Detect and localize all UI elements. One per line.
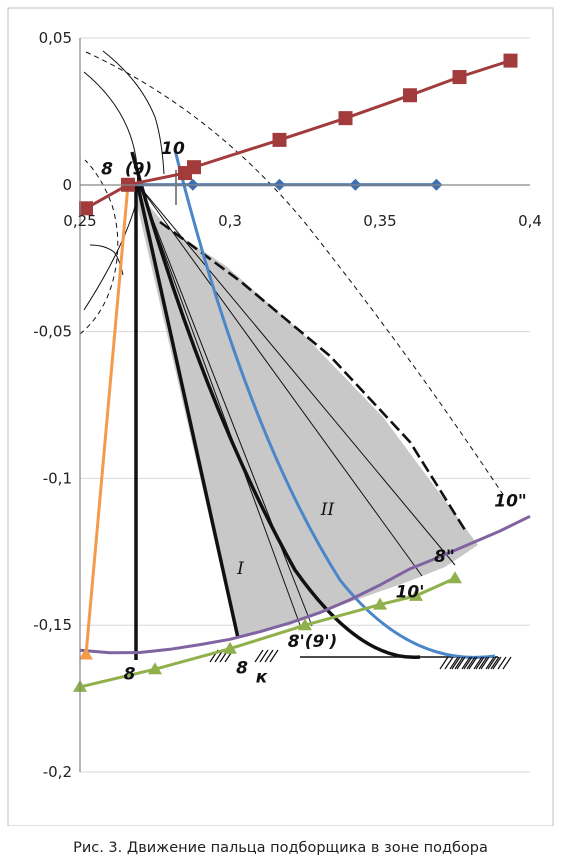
shaded-pickup-zone: [133, 187, 478, 637]
finger-trajectory-II: [173, 149, 496, 659]
ground-hatches: [209, 649, 512, 670]
zone-upper-dashed-edge: [159, 220, 467, 531]
y-tick-label-4: -0,15: [33, 616, 72, 634]
hatch-6-1: [492, 656, 502, 670]
hatch-2-1: [444, 656, 454, 670]
hatch-1-0: [254, 649, 264, 663]
finger-line-8k: [136, 185, 240, 639]
annotation-1: (9): [125, 160, 152, 180]
ray-3: [139, 186, 423, 577]
y-tick-label-5: -0,2: [43, 763, 72, 781]
hatch-3-1: [456, 656, 466, 670]
hatch-6-0: [487, 656, 497, 670]
annotation-5: 10": [494, 491, 527, 511]
hatch-4-3: [478, 656, 488, 670]
axes: [79, 38, 530, 772]
annotation-0: 8: [101, 160, 113, 180]
series-green-point-1: [148, 662, 162, 675]
series-red-point-0: [79, 201, 93, 216]
series-green-point-5: [409, 588, 423, 601]
hatch-5-2: [485, 656, 495, 670]
hatch-2-0: [439, 656, 449, 670]
chart-plot: 0,05 0 -0,05 -0,1 -0,15 -0,2 0,25 0,3 0,35 0,4 8 (…: [7, 7, 554, 826]
hatch-4-2: [473, 656, 483, 670]
figure-caption: Рис. 3. Движение пальца подборщика в зон…: [73, 840, 488, 856]
x-tick-label-0: 0,25: [63, 212, 96, 230]
hatch-5-1: [480, 656, 490, 670]
annotation-11: к: [256, 667, 268, 687]
series-purple-line: [79, 514, 531, 655]
hatch-5-0: [475, 656, 485, 670]
series-red-point-5: [338, 111, 353, 126]
annotation-7: 10': [396, 582, 425, 602]
outer-boundary-dashed-arc: [85, 51, 505, 497]
hatch-3-2: [461, 656, 471, 670]
ray-2: [139, 186, 313, 627]
hatch-2-3: [454, 656, 464, 670]
ray-1: [139, 186, 301, 626]
finger-circle-arc-right: [102, 50, 165, 175]
annotation-8: 8'(9'): [288, 632, 338, 652]
ray-4: [139, 186, 456, 566]
finger-rays: [139, 170, 456, 627]
hatch-6-2: [497, 656, 507, 670]
series-red-point-3: [187, 160, 201, 175]
series-red-point-8: [503, 53, 518, 68]
tick-labels: 0,05 0 -0,05 -0,1 -0,15 -0,2 0,25 0,3 0,35 0,4: [33, 29, 542, 781]
series-red-point-4: [272, 132, 287, 147]
series-green-point-3: [298, 618, 312, 631]
series-red-point-6: [403, 88, 417, 103]
y-tick-label-1: 0: [62, 176, 72, 194]
hatch-4-0: [463, 656, 473, 670]
hatch-1-1: [259, 649, 269, 663]
y-tick-label-0: 0,05: [39, 29, 72, 47]
annotation-2: 10: [161, 139, 185, 159]
series-green-point-2: [223, 641, 237, 654]
x-tick-label-1: 0,3: [218, 212, 242, 230]
x-tick-label-3: 0,4: [518, 212, 542, 230]
annotation-10: 8: [236, 659, 248, 679]
hatch-1-3: [269, 649, 279, 663]
y-tick-label-3: -0,1: [43, 469, 72, 487]
series-red-point-7: [452, 70, 467, 85]
hatch-4-1: [468, 656, 478, 670]
y-tick-label-2: -0,05: [33, 323, 72, 341]
hatch-3-3: [466, 656, 476, 670]
annotation-3: I: [236, 559, 244, 579]
series-green-point-6: [448, 571, 462, 584]
finger-trajectory-I: [130, 151, 421, 659]
hatch-2-2: [449, 656, 459, 670]
hatch-1-2: [264, 649, 274, 663]
x-tick-label-2: 0,35: [363, 212, 396, 230]
annotation-6: 8": [434, 547, 455, 567]
hatch-3-0: [451, 656, 461, 670]
series-orange-point-1: [79, 647, 93, 660]
series-green-point-4: [373, 597, 387, 610]
annotation-4: II: [320, 500, 335, 520]
hatch-6-3: [502, 656, 512, 670]
annotation-9: 8: [124, 665, 136, 685]
hatch-5-3: [490, 656, 500, 670]
series-orange-line: [84, 184, 130, 655]
